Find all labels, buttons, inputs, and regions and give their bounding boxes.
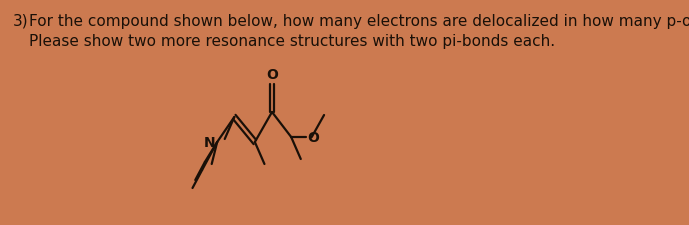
Text: 3): 3) <box>12 14 28 29</box>
Text: N: N <box>203 135 215 149</box>
Text: O: O <box>266 68 278 82</box>
Text: For the compound shown below, how many electrons are delocalized in how many p-o: For the compound shown below, how many e… <box>29 14 689 29</box>
Text: O: O <box>307 130 320 144</box>
Text: Please show two more resonance structures with two pi-bonds each.: Please show two more resonance structure… <box>29 34 555 49</box>
